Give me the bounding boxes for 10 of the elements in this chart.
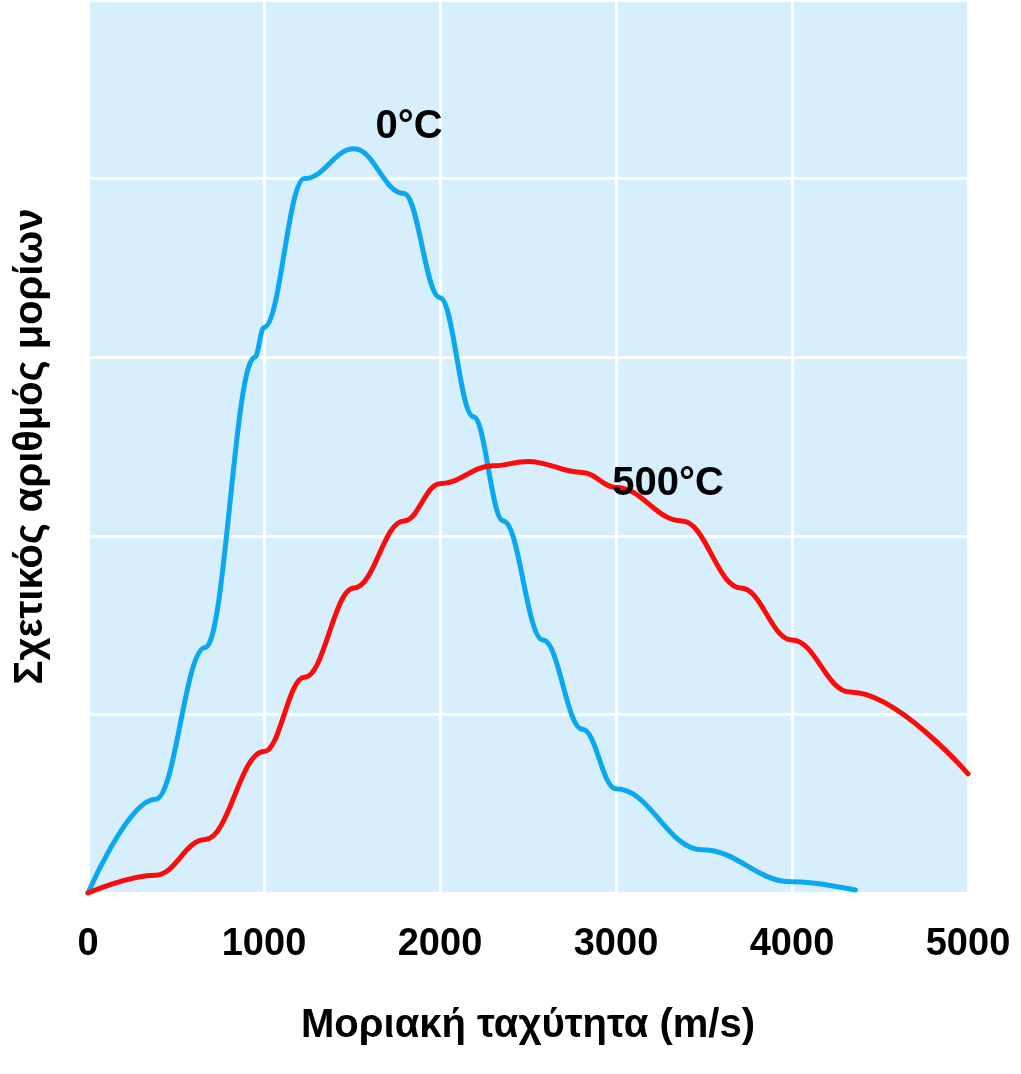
x-tick-label: 3000: [573, 921, 659, 963]
x-axis-title: Μοριακή ταχύτητα (m/s): [301, 1001, 755, 1045]
x-tick-label: 5000: [925, 921, 1011, 963]
series-label: 0°C: [375, 101, 443, 146]
x-tick-label: 2000: [397, 921, 483, 963]
x-tick-label: 0: [77, 921, 99, 963]
x-tick-label: 1000: [221, 921, 307, 963]
y-axis-title: Σχετικός αριθμός μορίων: [6, 208, 51, 685]
x-tick-label: 4000: [749, 921, 835, 963]
series-label: 500°C: [612, 459, 724, 504]
